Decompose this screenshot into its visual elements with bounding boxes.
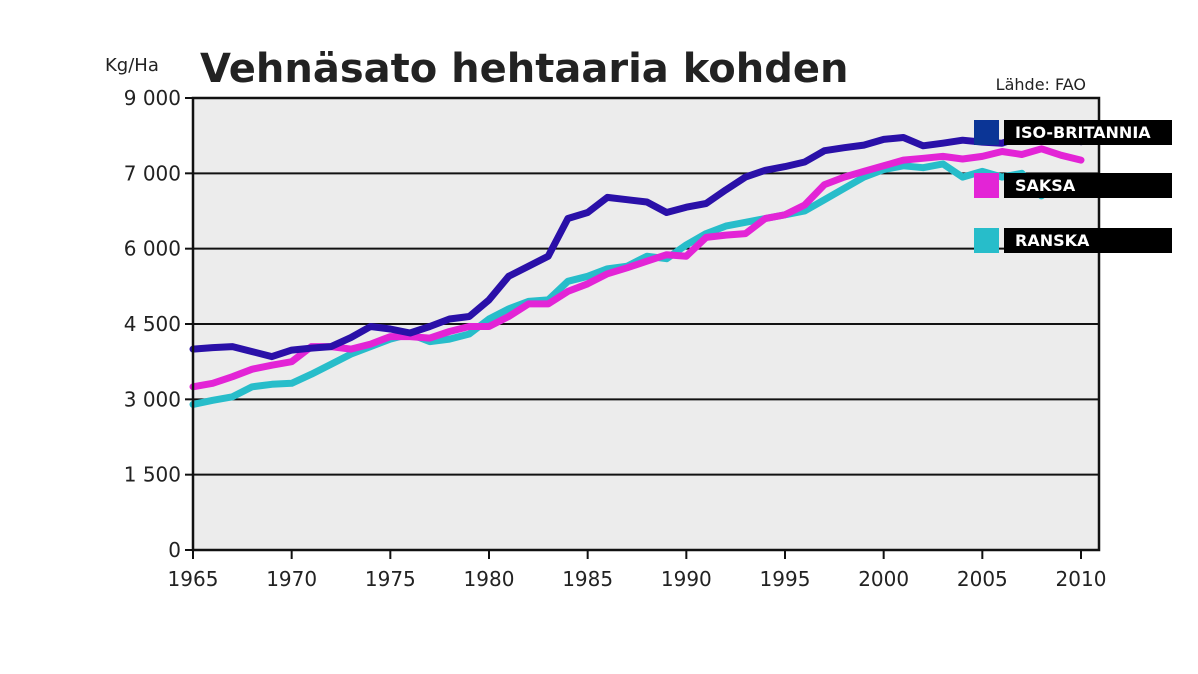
legend-label: SAKSA bbox=[1015, 176, 1076, 195]
y-axis-label: Kg/Ha bbox=[105, 55, 159, 76]
x-tick-label: 2010 bbox=[1056, 567, 1107, 591]
x-tick-label: 1980 bbox=[464, 567, 515, 591]
y-tick-label: 6 000 bbox=[124, 237, 181, 261]
x-tick-label: 2005 bbox=[957, 567, 1008, 591]
series-lines bbox=[189, 132, 1085, 408]
y-tick-label: 4 500 bbox=[124, 312, 181, 336]
y-axis-ticks: 0 1 500 3 000 4 500 6 000 7 000 9 000 bbox=[124, 86, 193, 562]
grid-lines bbox=[193, 172, 1099, 476]
x-tick-label: 2000 bbox=[858, 567, 909, 591]
source-label: Lähde: FAO bbox=[996, 75, 1086, 94]
series-line-iso-britannia bbox=[189, 132, 1085, 361]
x-tick-label: 1975 bbox=[365, 567, 416, 591]
y-tick-label: 9 000 bbox=[124, 86, 181, 110]
x-tick-label: 1970 bbox=[266, 567, 317, 591]
y-tick-label: 3 000 bbox=[124, 387, 181, 411]
legend-swatch bbox=[974, 173, 999, 198]
legend-label-box bbox=[1004, 120, 1172, 145]
legend-swatch bbox=[974, 228, 999, 253]
x-tick-label: 1965 bbox=[168, 567, 219, 591]
y-tick-label: 0 bbox=[168, 538, 181, 562]
x-tick-label: 1995 bbox=[760, 567, 811, 591]
x-tick-label: 1990 bbox=[661, 567, 712, 591]
y-tick-label: 7 000 bbox=[124, 161, 181, 185]
legend-swatch bbox=[974, 120, 999, 145]
legend-label: ISO-BRITANNIA bbox=[1015, 123, 1151, 142]
chart-title: Vehnäsato hehtaaria kohden bbox=[200, 46, 848, 92]
legend-label: RANSKA bbox=[1015, 231, 1090, 250]
legend-label-box bbox=[1004, 173, 1172, 198]
x-tick-label: 1985 bbox=[562, 567, 613, 591]
x-axis-ticks: 1965 1970 1975 1980 1985 1990 1995 2000 2005 2010 bbox=[168, 550, 1107, 591]
series-line-saksa bbox=[189, 145, 1085, 391]
legend: ISO-BRITANNIA SAKSA RANSKA bbox=[974, 120, 1172, 253]
y-tick-label: 1 500 bbox=[124, 463, 181, 487]
legend-label-box bbox=[1004, 228, 1172, 253]
